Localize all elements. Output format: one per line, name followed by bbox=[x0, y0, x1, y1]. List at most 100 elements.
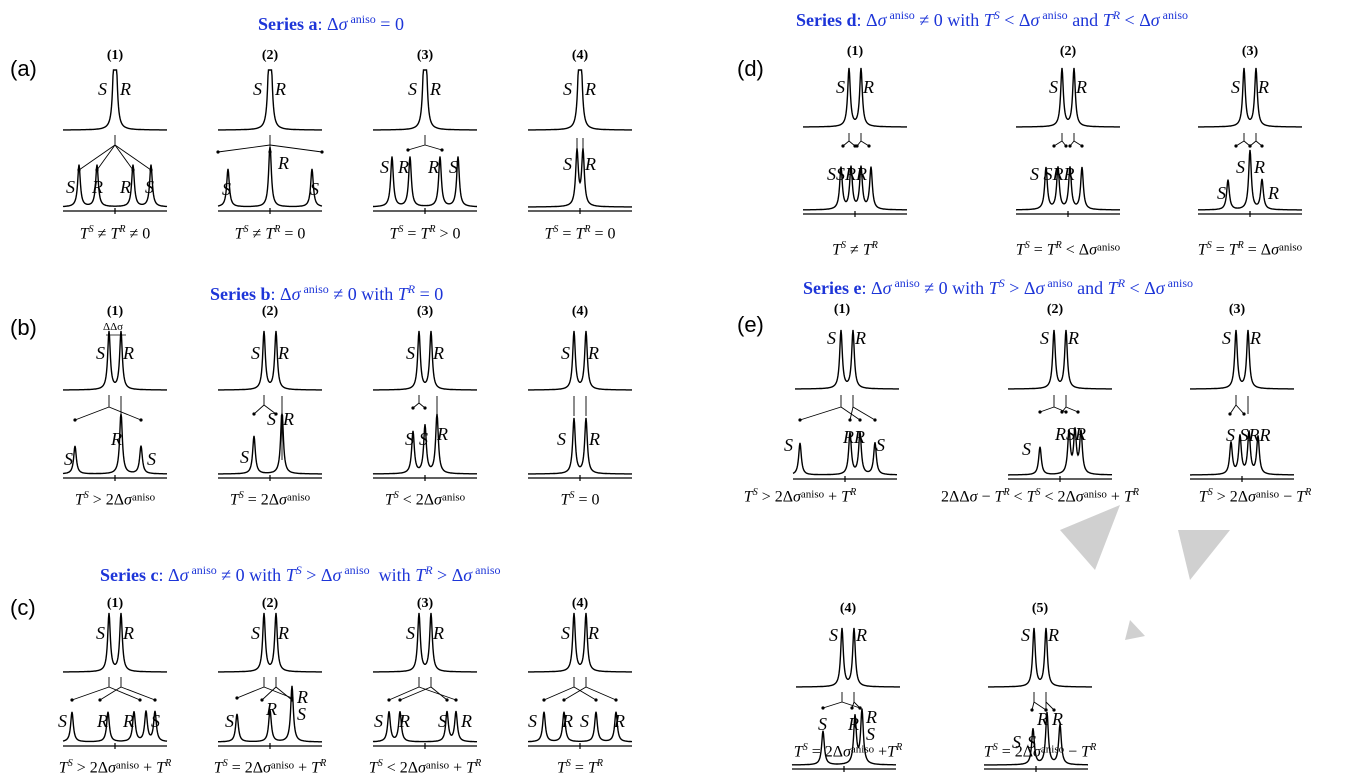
bottom-label: S bbox=[580, 711, 589, 731]
series-a-condition-3: TS = TR > 0 bbox=[389, 224, 461, 243]
series-d-tree-3-arrowhead bbox=[1234, 144, 1238, 148]
bottom-label: S bbox=[876, 435, 885, 455]
series-e-top-spectrum-1 bbox=[795, 329, 899, 390]
series-c-tree-4-branch bbox=[573, 686, 597, 701]
bottom-label: R bbox=[1037, 709, 1048, 729]
top-label-R: R bbox=[1048, 625, 1059, 645]
series-d-tree-1-arrowhead bbox=[841, 144, 845, 148]
series-c-tree-2-arrowhead bbox=[235, 696, 239, 700]
top-label-R: R bbox=[275, 79, 286, 99]
series-e-bottom-spectrum-4 bbox=[791, 708, 896, 766]
series-c-bottom-spectrum-4 bbox=[528, 711, 632, 743]
series-c-tree-3b-arrowhead bbox=[445, 698, 449, 702]
series-c-tree-1b-branch bbox=[99, 686, 122, 701]
series-c-tree-2-branch bbox=[236, 686, 265, 699]
top-label-S: S bbox=[1222, 328, 1231, 348]
top-label-S: S bbox=[98, 79, 107, 99]
series-a-tree-1-branch bbox=[114, 144, 152, 171]
series-e-top-spectrum-3 bbox=[1190, 329, 1294, 390]
series-a-tree-2-arrowhead bbox=[216, 150, 220, 154]
series-c-name: Series c bbox=[100, 565, 159, 585]
series-a-condition-1: TS ≠ TR ≠ 0 bbox=[79, 224, 151, 243]
top-label-R: R bbox=[433, 623, 444, 643]
series-b-tree-1-branch bbox=[74, 406, 110, 421]
panel-label-c: (c) bbox=[10, 595, 36, 620]
series-b-condition-1: TS > 2Δσaniso bbox=[74, 490, 156, 509]
bottom-label: R bbox=[398, 157, 409, 177]
bottom-label: S bbox=[147, 449, 156, 469]
series-c-tree-4b-arrowhead bbox=[614, 698, 618, 702]
series-e-tree-4-arrowhead bbox=[821, 706, 825, 710]
series-d-tree-3b-arrowhead bbox=[1260, 144, 1264, 148]
top-label-S: S bbox=[251, 343, 260, 363]
series-e-condition-5: TS = 2Δσaniso − TR bbox=[983, 742, 1097, 761]
series-c-tree-1-arrowhead bbox=[138, 698, 142, 702]
top-label-R: R bbox=[1250, 328, 1261, 348]
top-label-S: S bbox=[406, 623, 415, 643]
series-b-tree-2-branch bbox=[263, 404, 277, 415]
series-e-tree-2-branch bbox=[1053, 406, 1067, 413]
bottom-label: RR bbox=[843, 427, 865, 447]
bottom-label: R bbox=[278, 153, 289, 173]
bottom-label: R bbox=[428, 157, 439, 177]
series-c-condition-2: TS = 2Δσaniso + TR bbox=[213, 758, 327, 777]
series-b-condition-3: TS < 2Δσaniso bbox=[384, 490, 466, 509]
top-label-S: S bbox=[1021, 625, 1030, 645]
top-label-S: S bbox=[563, 79, 572, 99]
bottom-label: R bbox=[437, 424, 448, 444]
bottom-label: RSR bbox=[1055, 424, 1086, 444]
top-label-S: S bbox=[408, 79, 417, 99]
series-d-condition-3: TS = TR = Δσaniso bbox=[1197, 240, 1303, 259]
series-c-tree-3b-branch bbox=[399, 686, 432, 701]
series-b-number-1: (1) bbox=[106, 304, 124, 319]
series-c-number-3: (3) bbox=[416, 596, 434, 611]
series-c-top-spectrum-1 bbox=[63, 612, 167, 673]
top-label-R: R bbox=[856, 625, 867, 645]
series-e-tree-1b-branch bbox=[849, 406, 854, 421]
series-c-tree-1b-arrowhead bbox=[98, 698, 102, 702]
series-d-header: Series d: Δσ aniso ≠ 0 with TS < Δσ anis… bbox=[796, 8, 1189, 30]
series-a-tree-3-arrowhead bbox=[440, 148, 444, 152]
series-c-bottom-spectrum-3 bbox=[372, 710, 477, 743]
series-e-tree-1-branch bbox=[840, 406, 861, 421]
series-e-bottom-spectrum-2 bbox=[1008, 427, 1112, 476]
top-label-S: S bbox=[1049, 77, 1058, 97]
series-d-number-3: (3) bbox=[1241, 44, 1259, 59]
series-c-top-spectrum-3 bbox=[373, 612, 477, 673]
bottom-label: S bbox=[374, 711, 383, 731]
series-b-tree-1-branch bbox=[108, 406, 142, 421]
top-label-S: S bbox=[827, 328, 836, 348]
panel-label-e: (e) bbox=[737, 312, 764, 337]
top-label-R: R bbox=[278, 623, 289, 643]
spectra-group bbox=[62, 67, 1302, 772]
series-c-tree-1-branch bbox=[108, 686, 141, 701]
series-d-tree-2-arrowhead bbox=[1064, 144, 1068, 148]
series-e-number-1: (1) bbox=[833, 302, 851, 317]
series-b-number-2: (2) bbox=[261, 304, 279, 319]
series-e-number-5: (5) bbox=[1031, 601, 1049, 616]
bottom-label: R bbox=[92, 177, 103, 197]
series-b-bottom-spectrum-2 bbox=[218, 411, 322, 475]
top-label-R: R bbox=[433, 343, 444, 363]
series-a-tree-2-branch bbox=[217, 144, 271, 153]
series-d-bottom-spectrum-2 bbox=[1016, 166, 1120, 211]
bottom-label: S bbox=[438, 711, 447, 731]
series-e-tree-2-arrowhead bbox=[1064, 410, 1068, 414]
series-d-number-2: (2) bbox=[1059, 44, 1077, 59]
series-e-condition-2: 2ΔΔσ − TR < TS < 2Δσaniso + TR bbox=[941, 487, 1139, 506]
series-a-name: Series a bbox=[258, 14, 318, 34]
series-e-tree-3-arrowhead bbox=[1228, 412, 1232, 416]
series-c-tree-1-branch bbox=[71, 686, 110, 701]
series-c-tree-2b-arrowhead bbox=[290, 698, 294, 702]
series-c-tree-3b-branch bbox=[430, 686, 448, 701]
bottom-label: S bbox=[64, 449, 73, 469]
series-e-number-3: (3) bbox=[1228, 302, 1246, 317]
series-e-tree-3-branch bbox=[1229, 404, 1237, 415]
series-c-tree-3-arrowhead bbox=[387, 698, 391, 702]
series-d-condition-1: TS ≠ TR bbox=[832, 240, 878, 259]
series-e-tree-5b-arrowhead bbox=[1044, 708, 1048, 712]
series-a-tree-1-arrowhead bbox=[149, 168, 153, 172]
top-label-S: S bbox=[1040, 328, 1049, 348]
series-b-bottom-spectrum-4 bbox=[528, 417, 632, 475]
